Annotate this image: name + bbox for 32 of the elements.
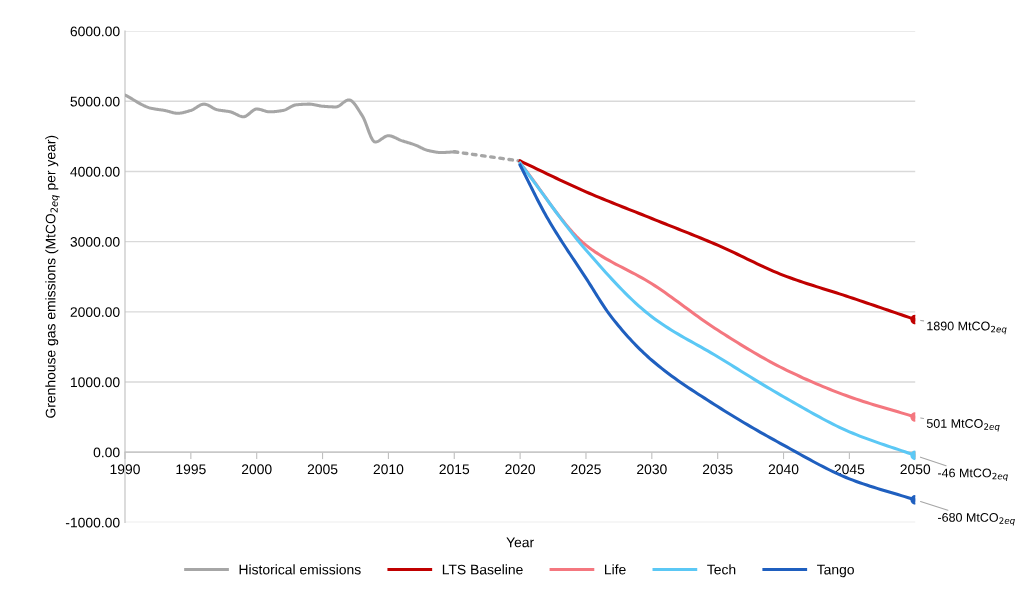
legend-label: Tango — [817, 564, 854, 578]
legend-label: Historical emissions — [239, 564, 361, 575]
y-axis-title: Grenhouse gas emissions (MtCO$_{2eq}$ per year) — [45, 135, 60, 418]
x-tick-label: 2040 — [768, 464, 799, 475]
x-axis-title: Year — [506, 537, 534, 548]
y-tick-label: 4000.00 — [70, 166, 120, 177]
y-tick-label: 1000.00 — [70, 377, 120, 388]
x-tick-label: 2005 — [307, 464, 338, 475]
x-tick-label: 2035 — [702, 464, 733, 475]
data-label: -46 MtCO$_{2eq}$ — [938, 468, 1008, 482]
x-tick-label: 1995 — [176, 464, 206, 475]
data-label: -680 MtCO$_{2eq}$ — [938, 513, 1015, 526]
x-tick-label: 2010 — [373, 464, 404, 475]
x-tick-label: 2050 — [900, 464, 931, 475]
y-tick-label: 6000.00 — [70, 26, 120, 37]
x-tick-label: 2045 — [834, 464, 865, 475]
data-label: 1890 MtCO$_{2eq}$ — [927, 321, 1007, 335]
y-tick-label: 0.00 — [93, 447, 120, 458]
x-tick-label: 2025 — [571, 464, 601, 475]
y-tick-label: 5000.00 — [70, 96, 120, 107]
x-tick-label: 2030 — [637, 464, 667, 475]
y-tick-label: 2000.00 — [70, 307, 120, 317]
y-tick-label: 3000.00 — [70, 236, 120, 247]
x-tick-label: 1990 — [110, 464, 140, 475]
legend-label: Life — [605, 564, 626, 575]
x-tick-label: 2020 — [505, 464, 536, 475]
y-tick-label: -1000.00 — [65, 517, 120, 528]
data-label: 501 MtCO$_{2eq}$ — [926, 419, 1000, 432]
legend-label: Tech — [707, 564, 736, 575]
x-tick-label: 2015 — [439, 464, 470, 475]
x-tick-label: 2000 — [241, 464, 272, 475]
legend-label: LTS Baseline — [442, 564, 523, 575]
